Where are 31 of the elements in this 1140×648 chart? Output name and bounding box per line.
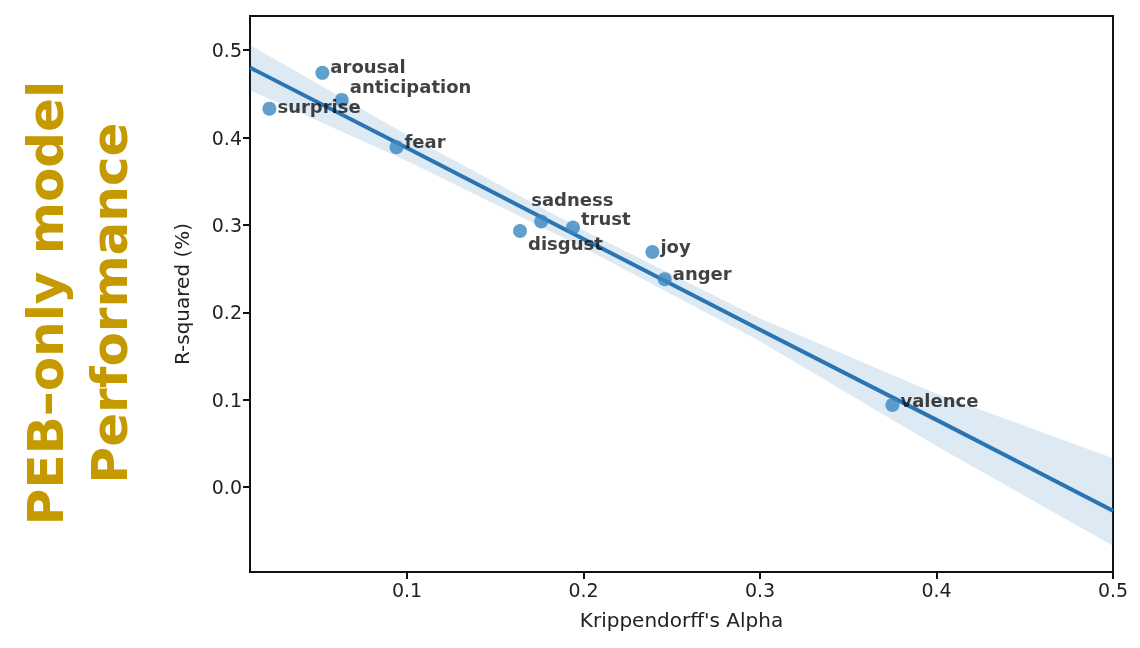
y-tick-label: 0.4 — [211, 126, 242, 149]
annotation: arousal — [330, 56, 406, 78]
annotation: anticipation — [349, 76, 472, 98]
annotation: anger — [672, 262, 732, 284]
text: PEB–only model Performance — [17, 80, 139, 526]
point — [389, 140, 404, 155]
x-axis-title: Krippendorff's Alpha — [579, 608, 784, 632]
y-tick-label: 0.2 — [211, 301, 242, 324]
x-tick-label: 0.2 — [568, 578, 599, 601]
y-axis-title: R-squared (%) — [170, 222, 194, 366]
y-tick-label: 0.3 — [211, 213, 242, 236]
x-tick-label: 0.5 — [1097, 578, 1129, 601]
annotation: sadness — [531, 188, 614, 210]
annotation: joy — [659, 235, 691, 257]
point — [534, 214, 549, 229]
point — [885, 398, 900, 413]
point — [513, 224, 528, 239]
point — [315, 65, 330, 80]
y-tick-label: 0.5 — [211, 39, 242, 62]
annotation: trust — [580, 208, 631, 230]
point — [262, 101, 277, 116]
x-tick-label: 0.1 — [391, 578, 423, 601]
annotation: valence — [900, 389, 979, 411]
annotation: fear — [404, 130, 446, 152]
x-tick-label: 0.4 — [921, 578, 952, 601]
point — [657, 272, 672, 287]
y-tick-label: 0.1 — [211, 388, 242, 411]
y-tick-label: 0.0 — [211, 476, 242, 499]
point — [645, 245, 660, 260]
x-tick-label: 0.3 — [744, 578, 776, 601]
point — [565, 220, 580, 235]
